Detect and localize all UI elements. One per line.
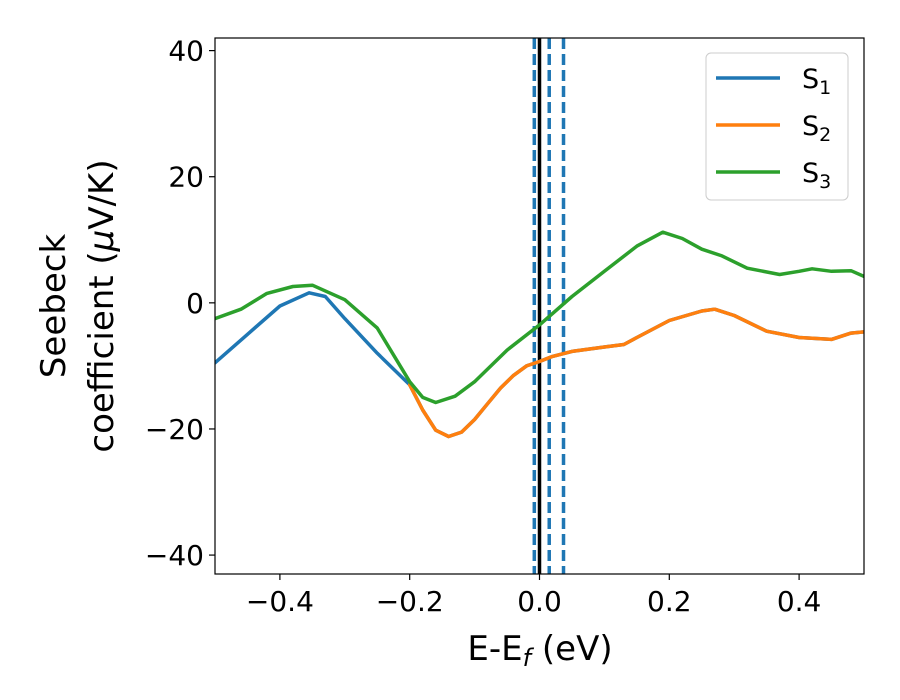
x-tick-label: 0.0 <box>517 585 562 618</box>
y-tick-label: 40 <box>168 35 204 68</box>
y-axis: −40 −20 0 20 40 <box>145 35 215 572</box>
y-axis-label-mu: μ <box>82 230 122 253</box>
x-tick-label: 0.2 <box>647 585 692 618</box>
y-axis-label-line1: Seebeck <box>34 234 74 379</box>
x-axis-label-unit: (eV) <box>531 629 613 669</box>
legend: S1 S2 S3 <box>705 52 849 201</box>
x-axis: −0.4 −0.2 0.0 0.2 0.4 <box>246 574 821 618</box>
legend-label-s2: S2 <box>802 111 831 146</box>
y-axis-label-line2: coefficient (μV/K) <box>82 159 122 452</box>
x-tick-label: −0.4 <box>246 585 314 618</box>
x-tick-label: −0.2 <box>376 585 444 618</box>
legend-label-s3: S3 <box>802 158 831 193</box>
y-axis-label: Seebeck coefficient (μV/K) <box>34 159 122 452</box>
series-group <box>215 230 864 439</box>
x-axis-label: E-Ef (eV) <box>467 629 612 672</box>
series-line-s2 <box>407 307 864 439</box>
y-tick-label: −40 <box>145 539 204 572</box>
series-line-s3 <box>215 230 864 405</box>
y-tick-label: −20 <box>145 413 204 446</box>
y-tick-label: 20 <box>168 161 204 194</box>
legend-label-s1: S1 <box>802 64 831 99</box>
y-tick-label: 0 <box>186 287 204 320</box>
x-tick-label: 0.4 <box>777 585 822 618</box>
vertical-reference-lines <box>532 38 566 574</box>
